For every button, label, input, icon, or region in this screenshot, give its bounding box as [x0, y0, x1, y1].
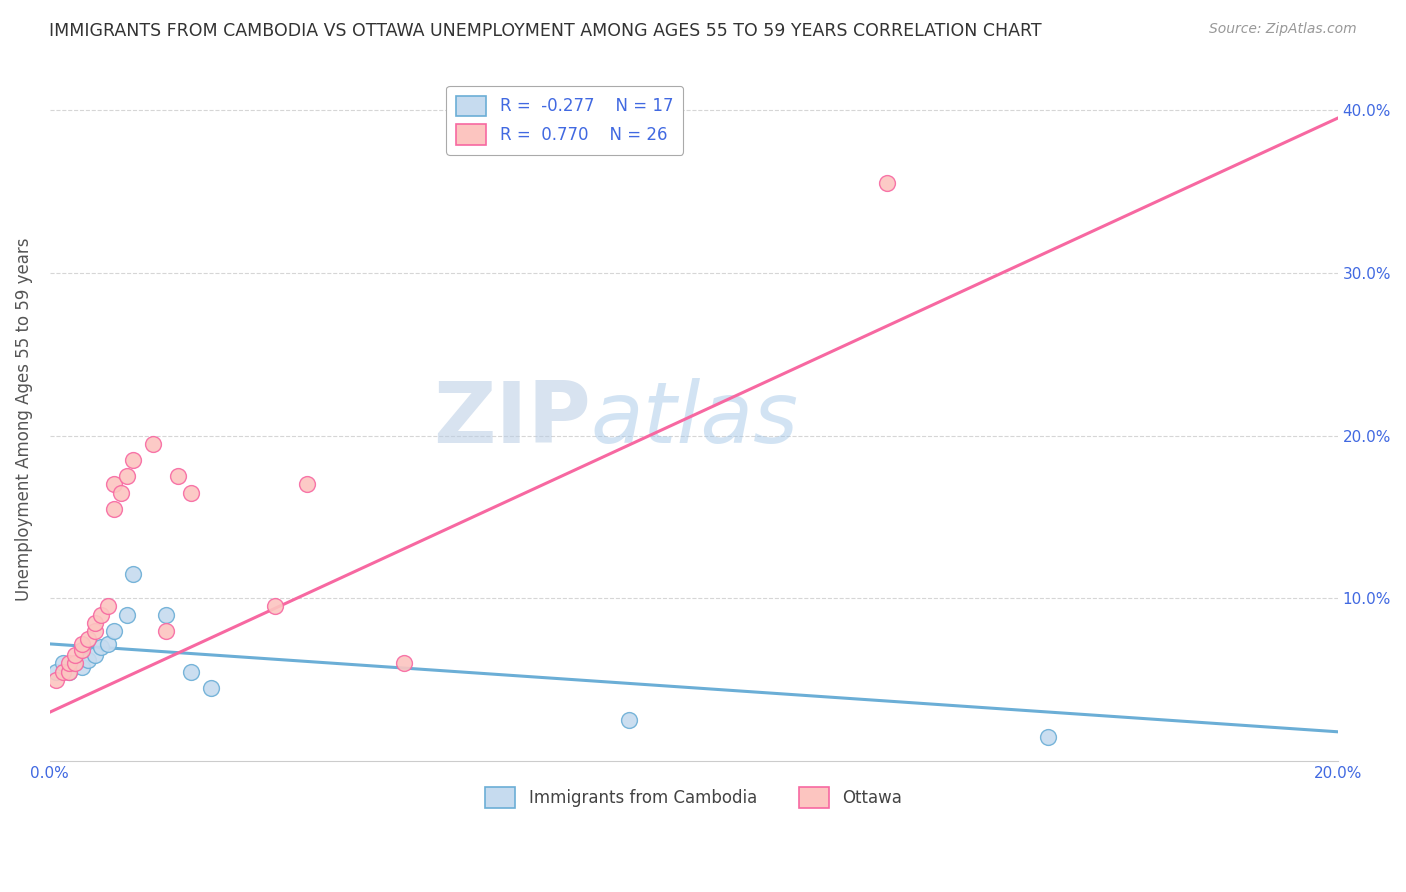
Point [155, 624, 177, 638]
Point [103, 501, 125, 516]
Point [103, 477, 125, 491]
Text: Source: ZipAtlas.com: Source: ZipAtlas.com [1209, 22, 1357, 37]
Point [58, 665, 80, 679]
Point [876, 176, 898, 190]
Point [142, 436, 165, 450]
Point [70, 659, 93, 673]
Point [58, 665, 80, 679]
Point [70, 643, 93, 657]
Point [45, 673, 67, 687]
Point [83, 615, 105, 630]
Point [297, 477, 319, 491]
Text: IMMIGRANTS FROM CAMBODIA VS OTTAWA UNEMPLOYMENT AMONG AGES 55 TO 59 YEARS CORREL: IMMIGRANTS FROM CAMBODIA VS OTTAWA UNEMP… [49, 22, 1042, 40]
Point [180, 485, 202, 500]
Point [115, 469, 138, 483]
Point [45, 665, 67, 679]
Point [51, 657, 73, 671]
Point [83, 624, 105, 638]
Point [70, 637, 93, 651]
Point [264, 599, 287, 614]
Point [115, 607, 138, 622]
Point [1036, 730, 1059, 744]
Point [58, 657, 80, 671]
Text: ZIP: ZIP [433, 377, 591, 461]
Point [103, 624, 125, 638]
Point [97, 637, 120, 651]
Point [200, 681, 222, 695]
Point [77, 653, 100, 667]
Point [65, 657, 87, 671]
Point [122, 453, 145, 467]
Point [110, 485, 132, 500]
Text: atlas: atlas [591, 377, 799, 461]
Point [77, 632, 100, 646]
Point [83, 648, 105, 663]
Point [619, 714, 641, 728]
Point [392, 657, 415, 671]
Point [97, 599, 120, 614]
Y-axis label: Unemployment Among Ages 55 to 59 years: Unemployment Among Ages 55 to 59 years [15, 237, 32, 601]
Point [167, 469, 190, 483]
Point [122, 566, 145, 581]
Point [65, 657, 87, 671]
Point [51, 665, 73, 679]
Point [65, 648, 87, 663]
Point [155, 607, 177, 622]
Point [90, 640, 112, 654]
Point [180, 665, 202, 679]
Point [90, 607, 112, 622]
Legend: Immigrants from Cambodia, Ottawa: Immigrants from Cambodia, Ottawa [479, 780, 908, 814]
